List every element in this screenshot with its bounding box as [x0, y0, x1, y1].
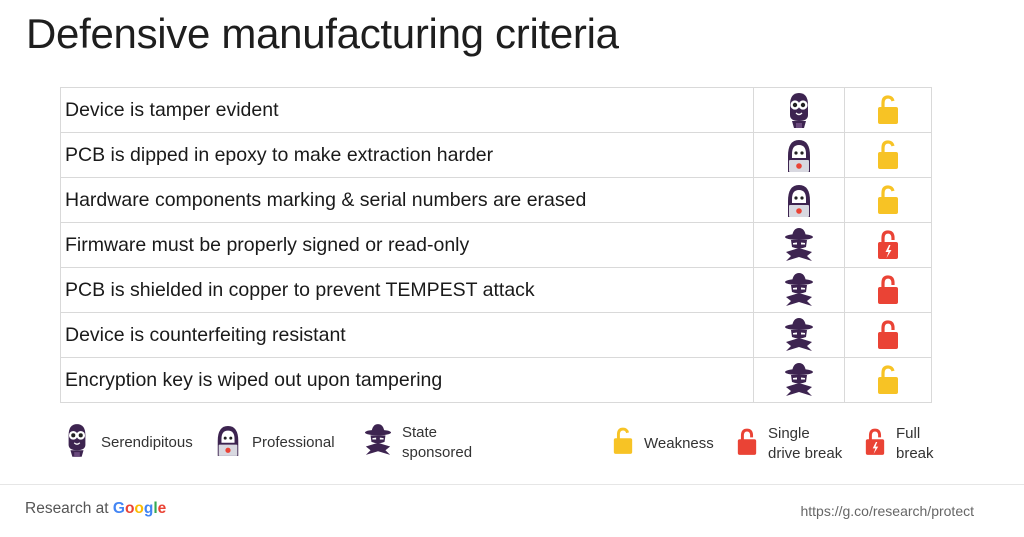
table-row: PCB is shielded in copper to prevent TEM… [60, 267, 932, 313]
professional-icon [754, 136, 844, 174]
footer-brand: Research at Google [25, 500, 166, 518]
legend-serendipitous: Serendipitous [63, 422, 193, 463]
legend-state-sponsored-label: State sponsored [402, 423, 472, 463]
legend-full-line1: Full [896, 425, 921, 442]
criterion-text: Firmware must be properly signed or read… [60, 222, 754, 268]
serendipitous-icon [754, 91, 844, 129]
attacker-cell [753, 357, 845, 403]
weakness-lock-icon [845, 184, 931, 216]
break-cell [844, 222, 932, 268]
single-drive-break-lock-icon [736, 427, 758, 462]
attacker-cell [753, 132, 845, 178]
legend-serendipitous-label: Serendipitous [101, 433, 193, 451]
table-row: Device is tamper evident [60, 87, 932, 133]
attacker-cell [753, 312, 845, 358]
criterion-text: Device is tamper evident [60, 87, 754, 133]
legend-single-drive-break: Single drive break [736, 424, 842, 464]
footer-url: https://g.co/research/protect [800, 503, 974, 519]
weakness-lock-icon [612, 426, 634, 461]
state-sponsored-icon [754, 226, 844, 264]
criterion-text: Hardware components marking & serial num… [60, 177, 754, 223]
attacker-cell [753, 177, 845, 223]
weakness-lock-icon [845, 364, 931, 396]
full-break-lock-icon [845, 229, 931, 261]
legend-full-label: Full break [896, 424, 934, 464]
legend-weakness-label: Weakness [644, 434, 714, 452]
legend: Serendipitous Professional State sponsor… [0, 420, 1024, 470]
table-row: Firmware must be properly signed or read… [60, 222, 932, 268]
criterion-text: PCB is shielded in copper to prevent TEM… [60, 267, 754, 313]
footer-brand-prefix: Research at [25, 500, 109, 517]
break-cell [844, 357, 932, 403]
professional-icon [754, 181, 844, 219]
professional-icon [214, 422, 242, 463]
footer-divider [0, 484, 1024, 485]
state-sponsored-icon [754, 271, 844, 309]
break-cell [844, 87, 932, 133]
state-sponsored-icon [364, 422, 392, 463]
legend-single-line2: drive break [768, 445, 843, 462]
legend-state-line1: State [402, 423, 438, 441]
single-drive-break-lock-icon [845, 274, 931, 306]
google-logo: Google [112, 500, 167, 517]
serendipitous-icon [63, 422, 91, 463]
legend-state-sponsored: State sponsored [364, 422, 472, 463]
attacker-cell [753, 267, 845, 313]
legend-single-label: Single drive break [768, 424, 842, 464]
legend-professional: Professional [214, 422, 335, 463]
break-cell [844, 312, 932, 358]
full-break-lock-icon [864, 427, 886, 462]
weakness-lock-icon [845, 94, 931, 126]
attacker-cell [753, 87, 845, 133]
page-title: Defensive manufacturing criteria [26, 10, 619, 57]
criterion-text: Device is counterfeiting resistant [60, 312, 754, 358]
table-row: Device is counterfeiting resistant [60, 312, 932, 358]
state-sponsored-icon [754, 316, 844, 354]
legend-state-line2: sponsored [402, 443, 473, 461]
legend-single-line1: Single [768, 425, 810, 442]
weakness-lock-icon [845, 139, 931, 171]
single-drive-break-lock-icon [845, 319, 931, 351]
criteria-table: Device is tamper evident PCB is dipped i… [60, 87, 932, 403]
break-cell [844, 132, 932, 178]
state-sponsored-icon [754, 361, 844, 399]
table-row: Hardware components marking & serial num… [60, 177, 932, 223]
legend-weakness: Weakness [612, 426, 714, 461]
attacker-cell [753, 222, 845, 268]
legend-professional-label: Professional [252, 433, 335, 451]
legend-full-line2: break [896, 445, 934, 462]
table-row: Encryption key is wiped out upon tamperi… [60, 357, 932, 403]
legend-full-break: Full break [864, 424, 934, 464]
break-cell [844, 267, 932, 313]
criterion-text: PCB is dipped in epoxy to make extractio… [60, 132, 754, 178]
criterion-text: Encryption key is wiped out upon tamperi… [60, 357, 754, 403]
break-cell [844, 177, 932, 223]
table-row: PCB is dipped in epoxy to make extractio… [60, 132, 932, 178]
